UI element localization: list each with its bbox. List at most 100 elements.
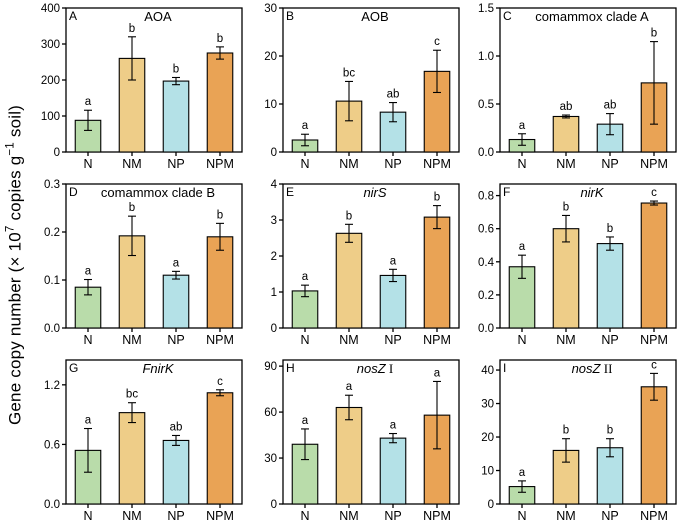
bar-I-NPM <box>640 386 668 505</box>
x-category-label: N <box>83 333 92 347</box>
panel-I-chart: 0 10 20 30 40 a Nb NM b NP c NPM I nosZ II <box>481 359 677 523</box>
x-category-label: NP <box>167 333 184 347</box>
y-tick-label: 300 <box>41 39 60 51</box>
error-bar-B-NM <box>345 80 353 122</box>
bar-F-NPM <box>640 202 668 329</box>
significance-letter: b <box>651 28 657 40</box>
significance-letter: bc <box>343 67 355 79</box>
y-tick-label: 30 <box>264 453 277 465</box>
panel-E-chart: 0 1 2 3 4 a Nb NM a NP b NPM E nirS <box>271 179 460 347</box>
significance-letter: ab <box>560 101 573 113</box>
significance-letter: b <box>563 201 569 213</box>
x-category-label: NP <box>601 333 618 347</box>
y-tick-label: 4 <box>271 179 278 191</box>
x-category-label: NM <box>122 333 141 347</box>
y-tick-label: 0.0 <box>44 323 60 335</box>
bar-C-NM <box>552 115 580 153</box>
significance-letter: a <box>390 255 397 267</box>
y-tick-label: 20 <box>264 51 277 63</box>
x-category-label: N <box>83 509 92 523</box>
panel-title: comammox clade A <box>535 9 649 24</box>
error-bar-B-NPM <box>433 49 441 94</box>
error-bar-A-N <box>84 109 92 131</box>
significance-letter: b <box>217 209 223 221</box>
error-bar-G-NP <box>172 434 180 446</box>
bar-E-NP <box>379 274 407 329</box>
y-tick-label: 10 <box>264 99 277 111</box>
x-category-label: NPM <box>206 157 234 171</box>
plot-frame <box>65 183 243 329</box>
error-bar-E-N <box>301 284 309 298</box>
bar-A-NP <box>162 80 190 153</box>
y-tick-label: 1.0 <box>478 51 494 63</box>
panel-title: nirS <box>363 185 386 200</box>
significance-letter: a <box>346 381 353 393</box>
x-category-label: N <box>300 509 309 523</box>
y-tick-label: 30 <box>264 3 277 15</box>
error-bar-B-NP <box>389 102 397 123</box>
error-bar-F-N <box>518 254 526 279</box>
x-category-label: NM <box>556 157 575 171</box>
y-tick-label: 0.0 <box>44 499 60 511</box>
panel-C-chart: 0.0 0.5 1.0 1.5 a Nab NM ab NP b NPM C comammox clad… <box>478 3 677 171</box>
y-tick-label: 0 <box>488 499 494 511</box>
error-bar-C-N <box>518 133 526 146</box>
y-tick-label: 0.0 <box>478 147 494 159</box>
y-tick-label: 2 <box>271 251 277 263</box>
panel-letter: H <box>286 361 295 375</box>
y-axis-label: Gene copy number (× 107 copies g−1 soil) <box>0 0 30 529</box>
x-category-label: NM <box>339 157 358 171</box>
error-bar-B-N <box>301 133 309 147</box>
panel-title: AOA <box>144 9 172 24</box>
y-tick-label: 0 <box>271 323 277 335</box>
y-tick-label: 0.0 <box>478 323 494 335</box>
error-bar-G-NM <box>128 402 136 424</box>
x-category-label: NPM <box>640 157 668 171</box>
panel-letter: A <box>69 9 77 23</box>
bar-H-NP <box>379 437 407 505</box>
panel-letter: B <box>286 9 294 23</box>
significance-letter: a <box>434 367 441 379</box>
error-bar-A-NM <box>128 36 136 81</box>
error-bar-C-NPM <box>650 41 658 125</box>
panel-letter: C <box>503 9 512 23</box>
error-bar-F-NP <box>606 236 614 251</box>
panel-A-chart: 0 100 200 300 400 a Nb NM b NP b NPM A AOA <box>41 3 243 171</box>
significance-letter: b <box>217 33 223 45</box>
panel-title: nosZ II <box>572 361 613 376</box>
x-category-label: NP <box>384 333 401 347</box>
bar-A-NPM <box>206 52 234 153</box>
significance-letter: ab <box>170 421 183 433</box>
error-bar-D-N <box>84 278 92 296</box>
y-tick-label: 60 <box>264 407 277 419</box>
bar-F-NM <box>552 228 580 329</box>
x-category-label: NM <box>122 509 141 523</box>
y-tick-label: 1.5 <box>478 3 494 15</box>
panel-D-chart: 0.0 0.1 0.2 0.3 a Nb NM a NP b NPM D comammox clade … <box>44 179 243 347</box>
significance-letter: c <box>434 36 440 48</box>
significance-letter: a <box>302 120 309 132</box>
x-category-label: NM <box>339 509 358 523</box>
x-category-label: NPM <box>640 509 668 523</box>
x-category-label: N <box>300 157 309 171</box>
significance-letter: c <box>217 376 223 388</box>
y-tick-label: 0.8 <box>478 191 494 203</box>
panel-F-chart: 0.0 0.2 0.4 0.6 0.8 a Nb NM b NP c NPM F nirK <box>478 183 677 347</box>
y-tick-label: 200 <box>41 75 60 87</box>
significance-letter: c <box>651 359 657 371</box>
error-bar-A-NPM <box>216 46 224 60</box>
panel-letter: I <box>503 361 506 375</box>
y-tick-label: 40 <box>481 365 494 377</box>
x-category-label: NP <box>601 157 618 171</box>
error-bar-G-N <box>84 427 92 473</box>
significance-letter: a <box>173 257 180 269</box>
panel-title: comammox clade B <box>101 185 215 200</box>
y-tick-label: 1 <box>271 287 277 299</box>
significance-letter: ab <box>387 89 400 101</box>
error-bar-H-NP <box>389 432 397 444</box>
error-bar-C-NP <box>606 113 614 136</box>
error-bar-I-N <box>518 480 526 493</box>
bar-G-NPM <box>206 392 234 505</box>
x-category-label: NPM <box>640 333 668 347</box>
